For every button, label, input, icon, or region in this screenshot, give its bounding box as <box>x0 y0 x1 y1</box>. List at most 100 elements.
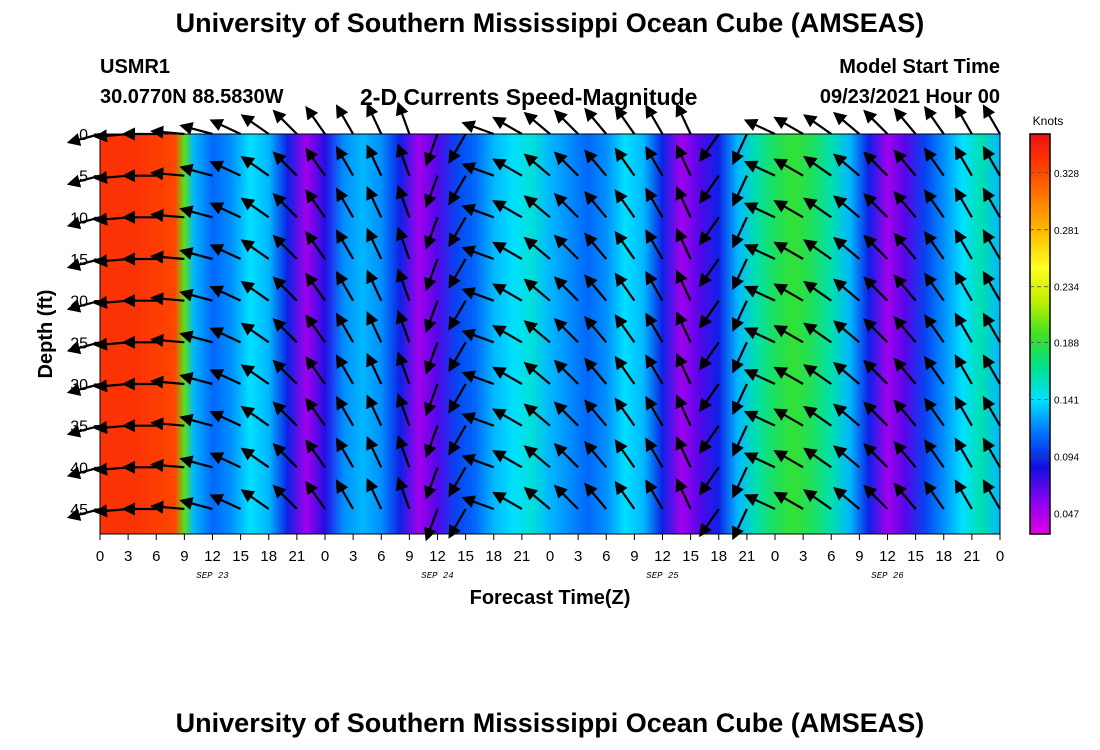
x-tick-label: 21 <box>964 548 981 565</box>
current-arrow <box>773 325 804 344</box>
current-arrow <box>461 120 495 136</box>
current-arrow <box>335 145 355 177</box>
y-tick-label: 0 <box>79 127 88 144</box>
x-tick-label: 0 <box>996 548 1004 565</box>
current-arrow <box>584 315 608 344</box>
current-arrow <box>614 480 636 510</box>
current-arrow <box>395 268 411 302</box>
x-tick-label: 0 <box>546 548 554 565</box>
current-arrow <box>209 119 242 135</box>
current-arrow <box>731 425 748 457</box>
current-arrow <box>699 258 720 288</box>
current-arrow <box>240 280 270 302</box>
current-arrow <box>240 364 270 385</box>
current-arrow <box>366 477 383 510</box>
current-arrow <box>366 352 383 385</box>
current-arrow <box>272 443 298 469</box>
current-arrow <box>179 163 213 177</box>
current-arrow <box>699 175 720 204</box>
current-arrow <box>461 495 495 511</box>
current-arrow <box>699 383 720 413</box>
current-arrow <box>448 133 467 164</box>
current-arrow <box>924 314 945 343</box>
current-arrow <box>645 395 664 427</box>
current-arrow <box>863 109 889 135</box>
current-arrow <box>803 239 832 260</box>
current-arrow <box>448 175 467 206</box>
current-arrow <box>305 439 326 468</box>
current-arrow <box>731 133 748 166</box>
current-arrow <box>954 479 973 510</box>
x-tick-label: 15 <box>907 548 924 565</box>
current-arrow <box>893 482 917 510</box>
x-tick-label: 21 <box>514 548 531 565</box>
current-arrow <box>461 162 495 177</box>
current-arrow <box>614 189 636 218</box>
current-arrow <box>272 318 298 344</box>
current-arrow <box>833 278 861 302</box>
current-arrow <box>731 341 748 374</box>
current-arrow <box>366 102 383 135</box>
x-tick-label: 6 <box>827 548 835 565</box>
current-arrow <box>833 361 861 385</box>
current-arrow <box>614 397 636 427</box>
current-arrow <box>553 401 579 427</box>
current-arrow <box>209 202 242 219</box>
current-arrow <box>924 189 945 218</box>
current-arrow <box>645 104 664 135</box>
current-arrow <box>699 300 720 329</box>
current-arrow <box>335 312 355 343</box>
current-arrow <box>773 283 804 302</box>
current-arrow <box>893 399 917 427</box>
y-tick-label: 5 <box>79 169 88 186</box>
x-tick-label: 12 <box>204 548 221 565</box>
current-arrow <box>954 312 973 343</box>
current-arrow <box>773 450 804 469</box>
current-arrow <box>645 479 664 510</box>
current-arrow <box>803 197 832 219</box>
current-arrow <box>395 143 411 177</box>
current-arrow <box>893 315 917 344</box>
y-tick-label: 20 <box>70 294 88 311</box>
current-arrow <box>803 489 832 510</box>
current-arrow <box>645 354 664 385</box>
current-arrow <box>924 439 945 468</box>
current-arrow <box>675 311 692 343</box>
current-arrow <box>982 270 1001 302</box>
current-arrow <box>773 241 804 260</box>
current-arrow <box>395 351 411 385</box>
y-tick-label: 45 <box>70 502 88 519</box>
current-arrow <box>240 155 270 177</box>
x-tick-label: 6 <box>152 548 160 565</box>
current-arrow <box>924 105 945 135</box>
x-tick-label: 3 <box>124 548 132 565</box>
y-tick-label: 30 <box>70 377 88 394</box>
current-arrow <box>731 258 748 291</box>
current-arrow <box>523 320 551 344</box>
current-arrow <box>492 325 523 344</box>
current-arrow <box>424 383 439 417</box>
current-arrow <box>924 230 945 260</box>
current-arrow <box>448 508 467 539</box>
current-arrow <box>833 320 861 344</box>
current-arrow <box>179 455 213 469</box>
current-arrow <box>584 274 608 302</box>
day-label: SEP 25 <box>646 571 679 581</box>
current-arrow <box>272 276 298 302</box>
current-arrow <box>863 443 889 469</box>
current-arrow <box>584 232 608 260</box>
current-arrow <box>645 270 664 302</box>
current-arrow <box>305 355 326 385</box>
current-arrow <box>492 366 523 385</box>
current-arrow <box>461 203 495 219</box>
current-arrow <box>424 300 439 333</box>
current-arrow <box>335 354 355 385</box>
current-arrow <box>335 270 355 302</box>
current-arrow <box>553 484 579 510</box>
current-arrow <box>863 276 889 302</box>
current-arrow <box>272 193 298 219</box>
current-arrow <box>179 372 213 386</box>
current-arrow <box>305 105 326 135</box>
current-arrow <box>523 361 551 385</box>
current-arrow <box>743 410 776 427</box>
